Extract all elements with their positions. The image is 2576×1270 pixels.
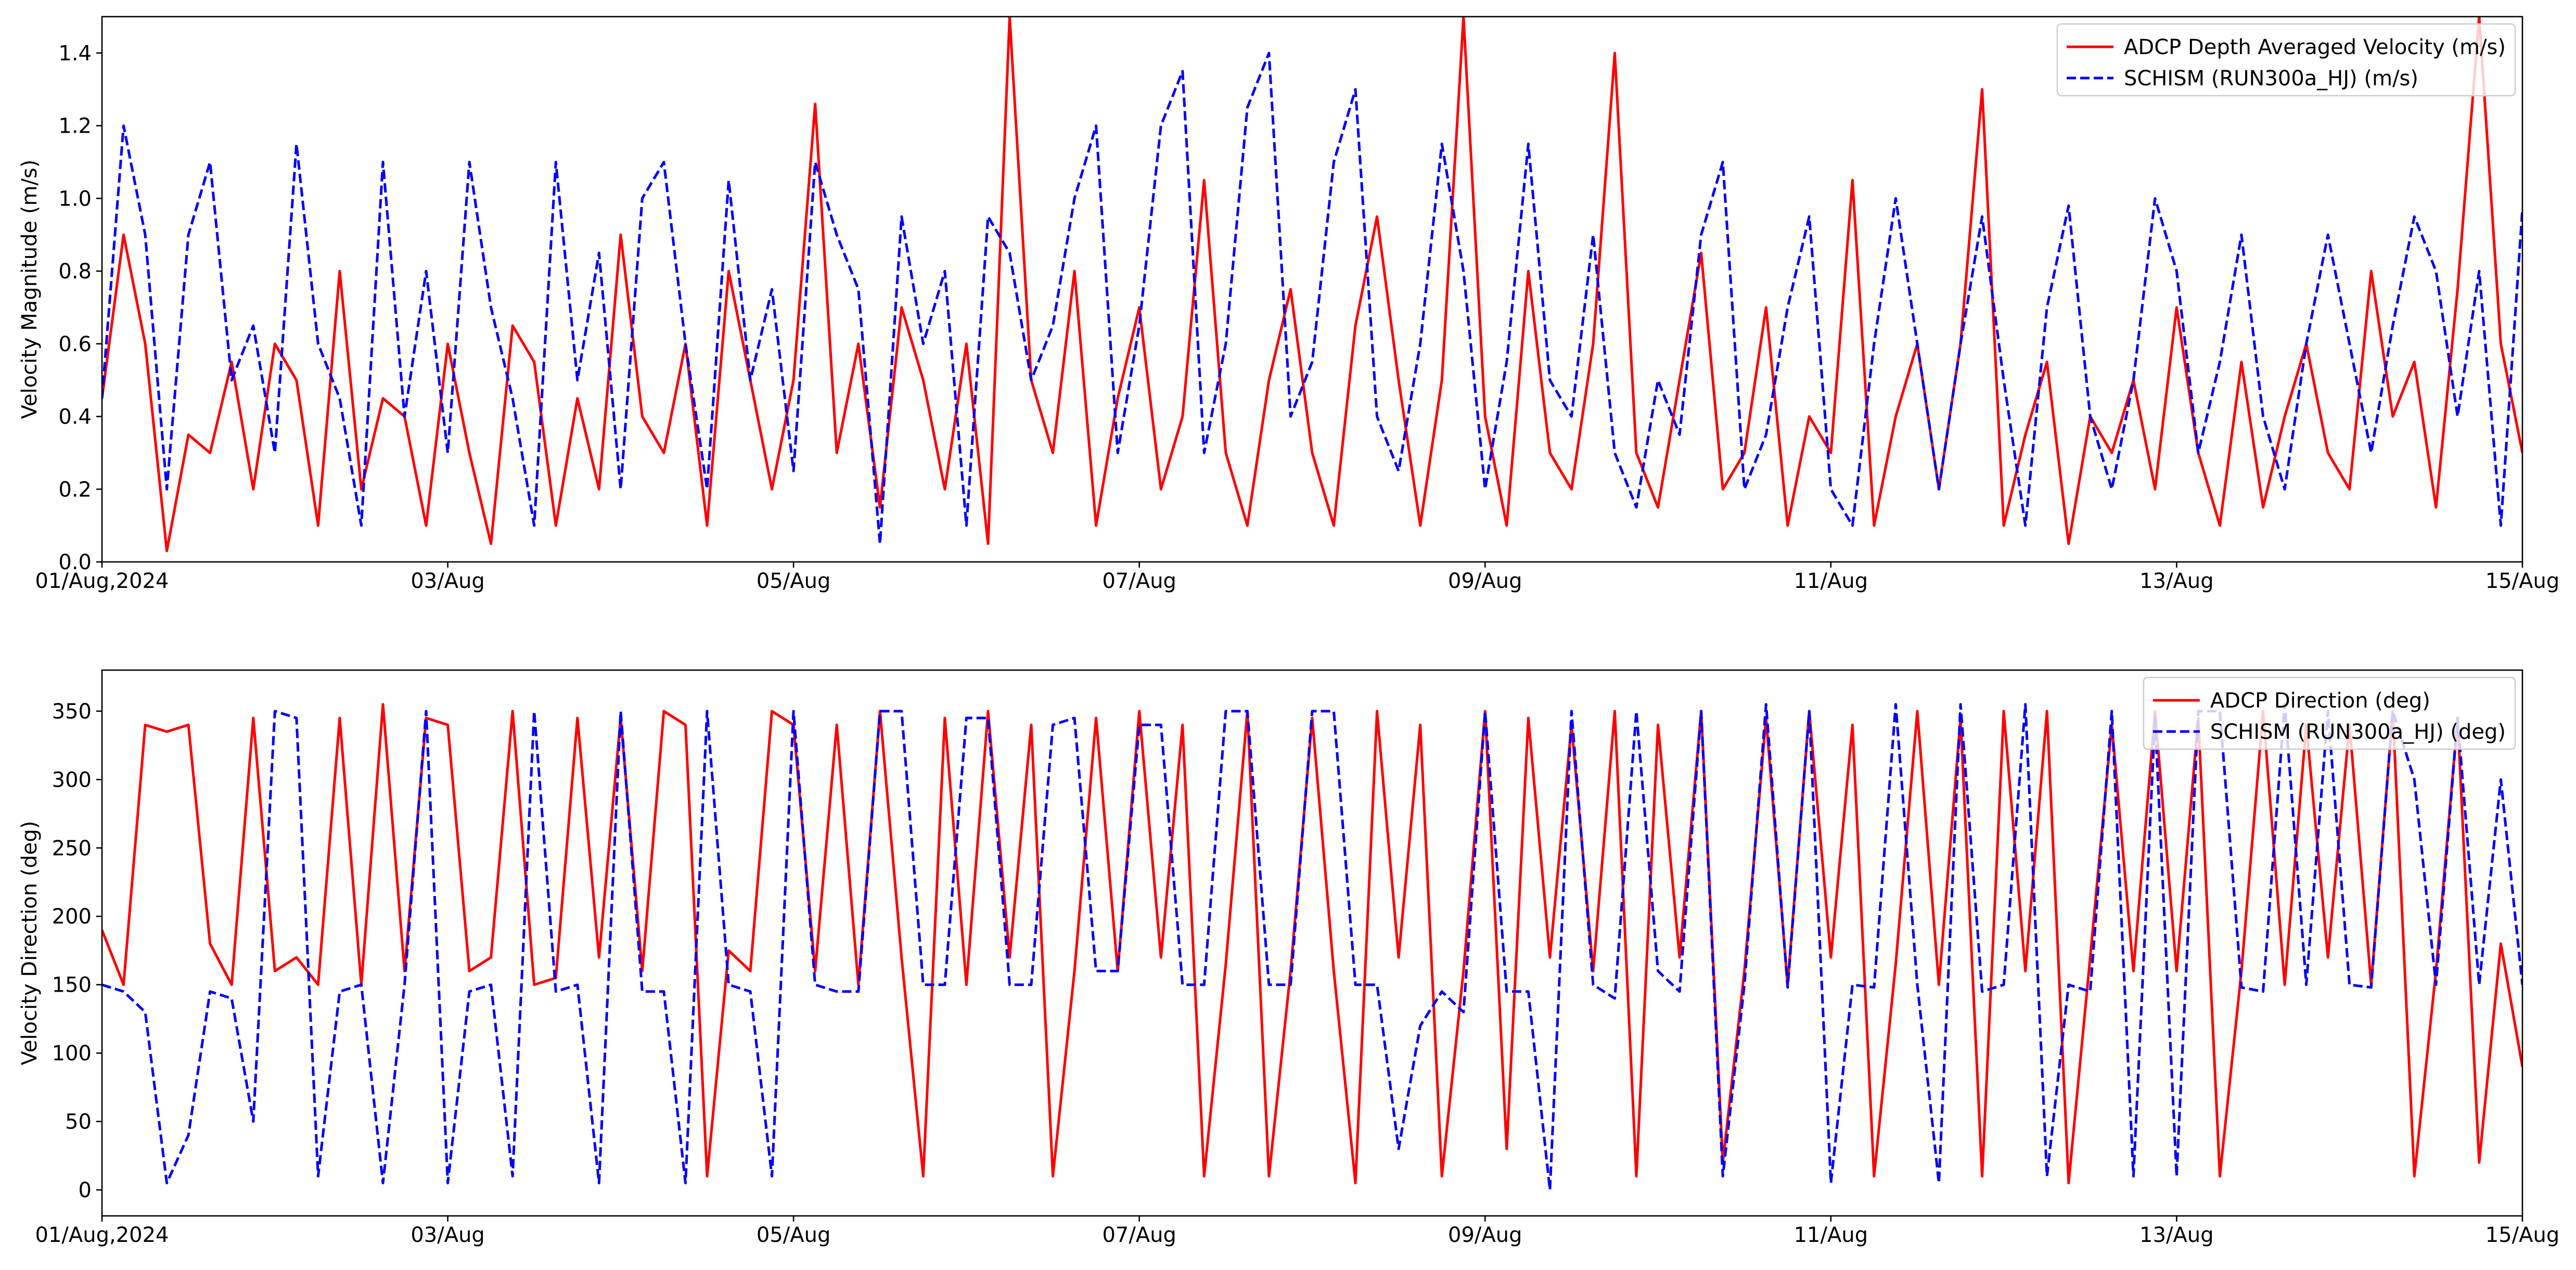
y-tick-label: 300 [52,768,92,792]
x-tick-label: 09/Aug [1448,569,1522,593]
legend: ADCP Direction (deg) SCHISM (RUN300a_HJ) … [2143,676,2516,750]
x-tick-label: 09/Aug [1448,1223,1522,1247]
x-tick-label: 03/Aug [411,1223,484,1247]
y-tick-label: 1.0 [58,187,92,211]
x-tick-label: 13/Aug [2139,1223,2213,1247]
axes-frame [101,16,2523,563]
y-tick-label: 250 [52,837,92,861]
x-tick-label: 15/Aug [2485,1223,2559,1247]
x-tick-label: 05/Aug [757,1223,830,1247]
y-tick-label: 0.4 [58,405,92,429]
x-tick-label: 07/Aug [1102,1223,1176,1247]
y-tick-label: 0.8 [58,260,92,284]
legend-box [2056,23,2516,97]
y-tick-label: 100 [52,1042,92,1066]
y-tick-label: 1.4 [58,42,92,66]
x-tick-label: 15/Aug [2485,569,2559,593]
y-tick-label: 0.6 [58,332,92,356]
y-axis-label: Velocity Direction (deg) [18,821,42,1066]
y-tick-label: 50 [65,1110,92,1134]
y-tick-label: 0.0 [58,550,92,574]
y-tick-label: 0.2 [58,478,92,502]
y-tick-label: 1.2 [58,114,92,138]
y-tick-label: 350 [52,700,92,724]
data-line [102,703,2522,1185]
legend-label: SCHISM (RUN300a_HJ) (m/s) [2124,67,2418,91]
x-tick-label: 13/Aug [2139,569,2213,593]
x-tick-label: 11/Aug [1794,1223,1868,1247]
data-line [102,52,2522,545]
legend-label: SCHISM (RUN300a_HJ) (deg) [2210,720,2506,744]
data-line [102,703,2522,1191]
x-tick-label: 11/Aug [1794,569,1868,593]
y-tick-label: 0 [79,1178,92,1202]
x-tick-label: 05/Aug [757,569,830,593]
x-tick-label: 03/Aug [411,569,484,593]
y-axis-label: Velocity Magnitude (m/s) [18,160,42,419]
x-tick-label: 01/Aug,2024 [35,1223,169,1247]
x-tick-label: 01/Aug,2024 [35,569,169,593]
x-tick-label: 07/Aug [1102,569,1176,593]
legend: ADCP Depth Averaged Velocity (m/s) SCHISM… [2056,23,2516,97]
axes-frame [101,669,2523,1217]
legend-box [2143,676,2516,750]
legend-label: ADCP Direction (deg) [2210,689,2430,713]
legend-label: ADCP Depth Averaged Velocity (m/s) [2124,35,2506,59]
y-tick-label: 200 [52,905,92,929]
data-line [102,17,2522,553]
y-tick-label: 150 [52,973,92,997]
